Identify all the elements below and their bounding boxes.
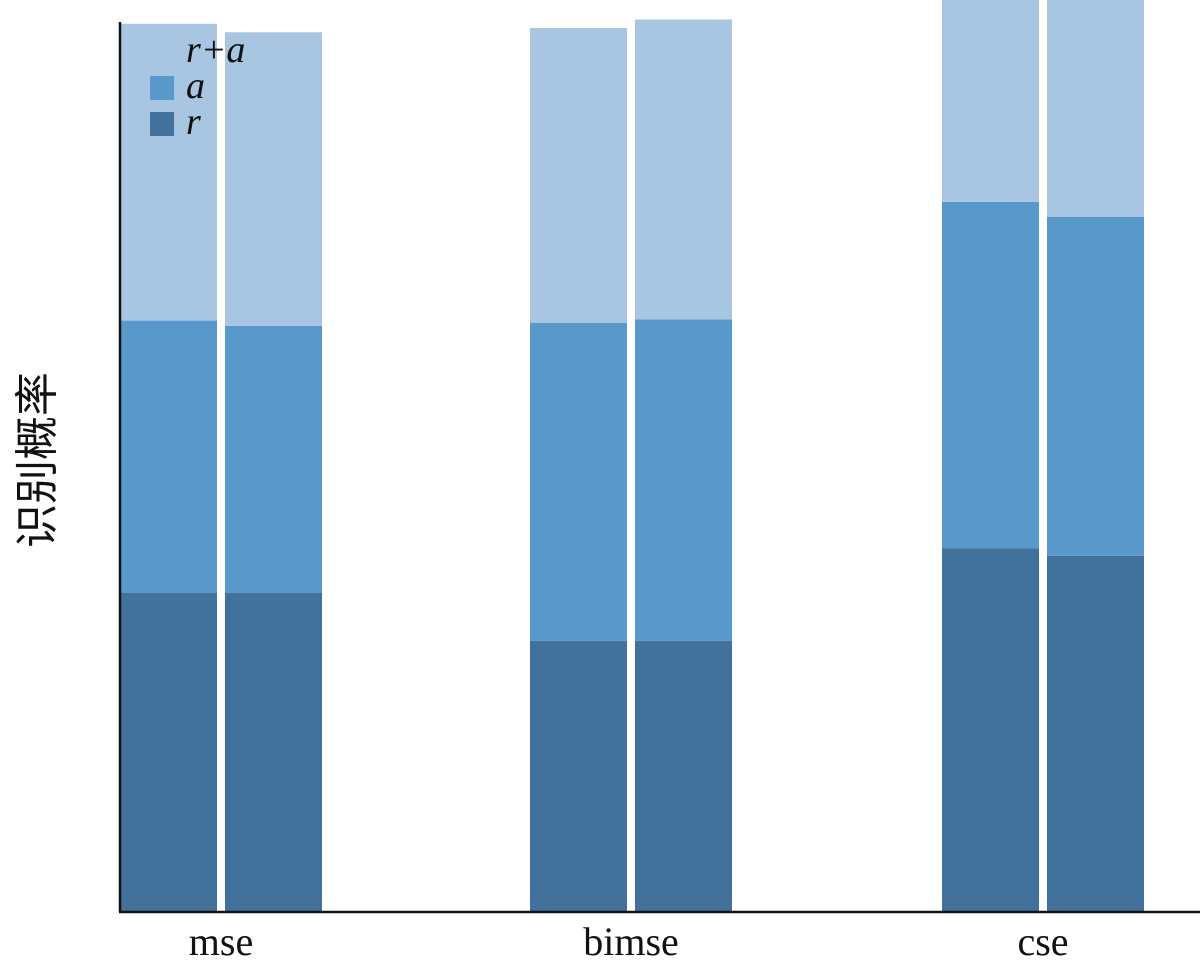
x-tick-labels: mse bimse cse	[189, 919, 1069, 962]
bar-segment-cse-1-r	[942, 548, 1039, 911]
bar-segment-mse-2-r+a	[225, 32, 322, 326]
bar-segment-cse-1-r+a	[942, 0, 1039, 202]
y-axis-label: 识别概率	[13, 372, 62, 548]
legend-label-r: r	[186, 101, 201, 143]
legend-swatch-a	[150, 76, 174, 100]
bar-segment-mse-2-r	[225, 593, 322, 911]
bar-segment-bimse-2-a	[635, 319, 732, 641]
bar-segment-bimse-1-r+a	[530, 28, 627, 323]
legend: r+aar	[150, 29, 245, 143]
bar-segment-mse-2-a	[225, 325, 322, 593]
bars	[120, 0, 1144, 911]
legend-swatch-r	[150, 112, 174, 136]
bar-segment-bimse-2-r	[635, 640, 732, 911]
legend-label-a: a	[186, 65, 205, 107]
bar-segment-bimse-1-r	[530, 640, 627, 911]
bar-segment-bimse-2-r+a	[635, 19, 732, 320]
bar-segment-mse-1-r	[120, 593, 217, 911]
bar-segment-cse-1-a	[942, 201, 1039, 549]
bar-segment-cse-2-a	[1047, 216, 1144, 556]
bar-segment-bimse-1-a	[530, 322, 627, 641]
x-tick-label-mse: mse	[189, 919, 253, 962]
bar-segment-mse-1-r+a	[120, 23, 217, 321]
bar-segment-cse-2-r	[1047, 555, 1144, 911]
bar-segment-cse-2-r+a	[1047, 0, 1144, 217]
legend-swatch-r+a	[150, 40, 174, 64]
x-tick-label-bimse: bimse	[583, 919, 679, 962]
x-tick-label-cse: cse	[1017, 919, 1068, 962]
bar-segment-mse-1-a	[120, 320, 217, 593]
legend-label-r+a: r+a	[186, 29, 245, 71]
